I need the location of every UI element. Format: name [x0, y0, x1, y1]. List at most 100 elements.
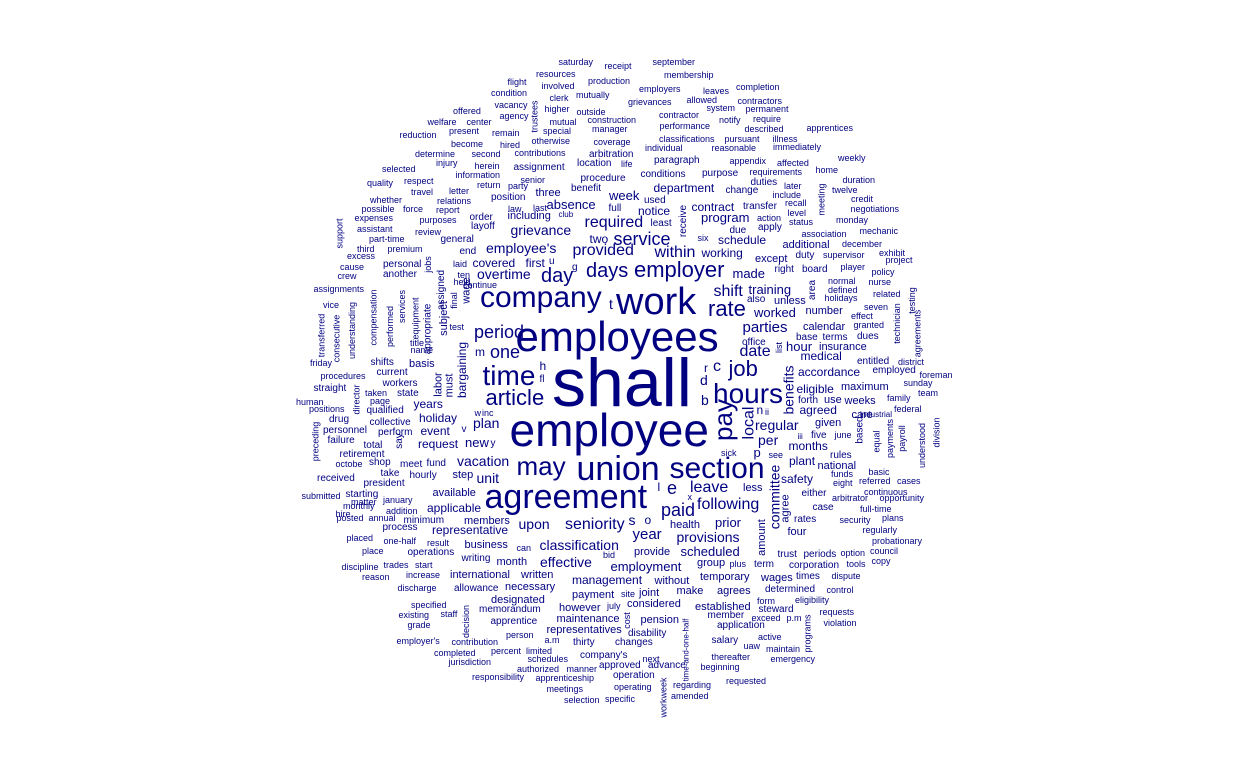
- cloud-word: purposes: [419, 214, 457, 225]
- cloud-word: total: [363, 440, 383, 451]
- cloud-word: paid: [661, 500, 696, 520]
- cloud-word: union: [576, 450, 660, 488]
- cloud-word: operation: [613, 670, 655, 681]
- cloud-word: available: [432, 486, 476, 499]
- cloud-word: eight: [833, 477, 853, 488]
- cloud-word: starting: [345, 489, 379, 500]
- cloud-word: seven: [864, 301, 889, 312]
- cloud-word: period: [474, 322, 525, 342]
- cloud-word: ii: [765, 406, 769, 417]
- cloud-word: trustees: [529, 99, 540, 133]
- cloud-word: collective: [369, 417, 411, 428]
- cloud-word: six: [697, 232, 709, 243]
- cloud-word: consecutive: [331, 314, 342, 362]
- cloud-word: injury: [436, 157, 458, 168]
- cloud-word: position: [491, 192, 526, 203]
- cloud-word: trades: [383, 559, 409, 570]
- cloud-word: possible: [361, 203, 395, 214]
- cloud-word: exceed: [751, 612, 781, 623]
- cloud-word: eligible: [796, 382, 834, 396]
- cloud-word: laid: [453, 258, 468, 269]
- cloud-word: maintenance: [556, 612, 620, 625]
- cloud-word: status: [789, 216, 814, 227]
- cloud-word: g: [572, 262, 578, 273]
- cloud-word: week: [609, 187, 640, 203]
- cloud-word: covered: [472, 256, 516, 270]
- cloud-word: party: [508, 180, 529, 191]
- cloud-word: increase: [406, 569, 441, 580]
- cloud-word: referred: [859, 475, 891, 486]
- cloud-word: first: [525, 256, 545, 270]
- cloud-word: effective: [540, 554, 592, 570]
- cloud-word: list: [773, 341, 784, 353]
- cloud-word: contributions: [514, 147, 566, 158]
- cloud-word: p: [753, 444, 761, 460]
- cloud-word: nurse: [868, 276, 892, 287]
- cloud-word: additional: [782, 238, 830, 251]
- cloud-word: process: [382, 522, 418, 533]
- cloud-word: request: [418, 437, 459, 451]
- cloud-word: failure: [327, 435, 355, 446]
- cloud-word: trust: [777, 549, 797, 560]
- cloud-word: months: [788, 439, 828, 453]
- cloud-word: equipment: [410, 296, 421, 340]
- cloud-word: considered: [627, 597, 681, 610]
- cloud-word: dispute: [831, 570, 861, 581]
- cloud-word: exhibit: [879, 247, 906, 258]
- cloud-word: x: [687, 491, 693, 502]
- cloud-word: travel: [411, 186, 434, 197]
- cloud-word: understood: [916, 422, 927, 468]
- cloud-word: workweek: [658, 676, 669, 718]
- cloud-word: pursuant: [724, 133, 760, 144]
- cloud-word: designated: [491, 593, 545, 606]
- cloud-word: step: [452, 468, 474, 481]
- cloud-word: services: [396, 289, 407, 323]
- cloud-word: person: [506, 629, 534, 640]
- cloud-word: assignment: [513, 162, 565, 173]
- cloud-word: duration: [842, 174, 876, 185]
- cloud-word: june: [834, 429, 852, 440]
- cloud-word: joint: [639, 586, 660, 599]
- cloud-word: care: [851, 408, 873, 421]
- cloud-word: upon: [518, 516, 550, 532]
- cloud-word: periods: [803, 549, 837, 560]
- cloud-word: arbitrator: [832, 492, 869, 503]
- cloud-word: provisions: [676, 529, 740, 545]
- cloud-word: procedure: [580, 173, 626, 184]
- cloud-word: benefits: [780, 365, 797, 415]
- cloud-word: employment: [610, 558, 682, 574]
- cloud-word: w: [474, 407, 482, 418]
- cloud-word: per: [758, 432, 779, 448]
- cloud-word: mechanic: [859, 225, 899, 236]
- cloud-word: employees: [515, 313, 719, 360]
- cloud-word: writing: [461, 553, 491, 564]
- cloud-word: used: [644, 195, 666, 206]
- cloud-word: received: [317, 473, 355, 484]
- cloud-word: name: [410, 344, 434, 355]
- cloud-word: supervisor: [823, 249, 865, 260]
- cloud-word: general: [440, 234, 474, 245]
- cloud-word: contribution: [451, 636, 499, 647]
- cloud-word: current: [376, 367, 408, 378]
- cloud-word: plus: [729, 558, 747, 569]
- cloud-word: employer's: [396, 635, 440, 646]
- cloud-word: higher: [544, 103, 570, 114]
- cloud-word: jobs: [422, 255, 433, 273]
- cloud-word: association: [801, 228, 847, 239]
- cloud-word: involved: [541, 80, 575, 91]
- cloud-word: regarding: [673, 679, 712, 690]
- cloud-word: flight: [507, 76, 527, 87]
- cloud-word: leave: [690, 479, 729, 496]
- cloud-word: copy: [871, 555, 891, 566]
- cloud-word: policy: [871, 266, 895, 277]
- cloud-word: must: [443, 373, 456, 397]
- cloud-word: r: [704, 361, 708, 375]
- cloud-word: affected: [777, 157, 809, 168]
- cloud-word: representative: [432, 523, 509, 537]
- cloud-word: disability: [628, 628, 667, 639]
- cloud-word: term: [754, 559, 774, 570]
- cloud-word: international: [450, 568, 510, 581]
- cloud-word: present: [449, 125, 480, 136]
- cloud-word: transfer: [743, 201, 777, 212]
- cloud-word: grievances: [628, 96, 672, 107]
